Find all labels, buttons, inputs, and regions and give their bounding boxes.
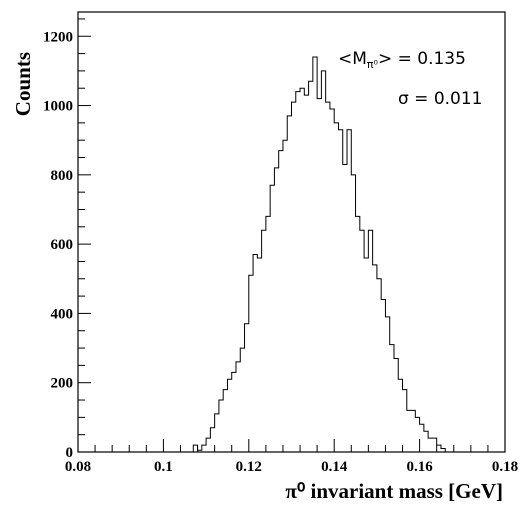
axis-ticks: [77, 18, 506, 453]
x-tick-label: 0.16: [406, 459, 433, 475]
mean-annotation: <Mπ⁰> = 0.135: [338, 49, 466, 71]
y-tick-label: 1200: [43, 29, 73, 45]
y-tick-label: 200: [51, 376, 74, 392]
y-tick-label: 1000: [43, 99, 73, 115]
x-tick-label: 0.14: [321, 459, 348, 475]
x-tick-label: 0.1: [154, 459, 173, 475]
mean-prefix: <M: [338, 49, 367, 69]
y-tick-label: 400: [51, 306, 74, 322]
x-tick-labels: 0.08 0.1 0.12 0.14 0.16 0.18: [65, 459, 518, 475]
y-tick-label: 0: [66, 445, 74, 461]
y-tick-labels: 0 200 400 600 800 1000 1200: [43, 29, 73, 461]
x-tick-label: 0.12: [236, 459, 262, 475]
x-tick-label: 0.18: [492, 459, 518, 475]
mean-subscript: π⁰: [367, 58, 379, 71]
x-axis-title: π⁰ invariant mass [GeV]: [285, 479, 503, 503]
plot-frame: [77, 11, 506, 453]
x-tick-label: 0.08: [65, 459, 91, 475]
y-tick-label: 800: [51, 168, 74, 184]
histogram-outline: [192, 56, 446, 452]
y-tick-label: 600: [51, 237, 74, 253]
mean-suffix: > = 0.135: [378, 49, 466, 69]
sigma-annotation: σ = 0.011: [398, 89, 483, 109]
y-axis-title: Counts: [11, 52, 35, 116]
